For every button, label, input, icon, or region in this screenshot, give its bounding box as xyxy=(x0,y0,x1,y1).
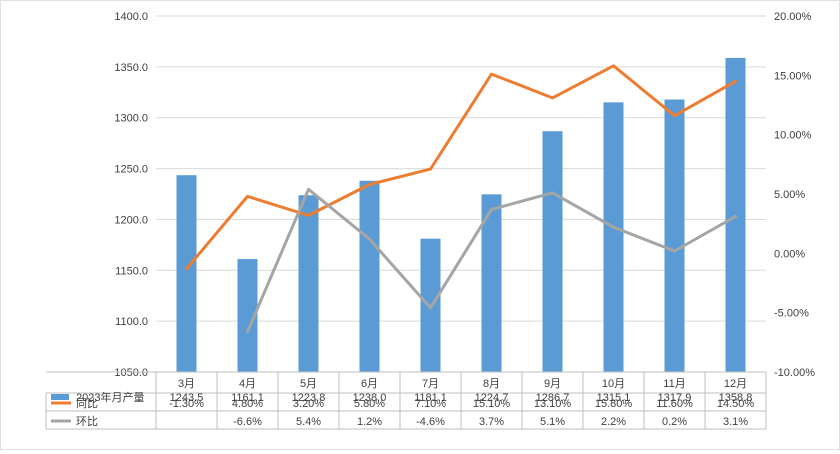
x-tick-label: 9月 xyxy=(544,378,561,390)
legend-label: 环比 xyxy=(76,415,98,428)
table-cell: 15.10% xyxy=(473,398,511,410)
y-tick-label: 1350.0 xyxy=(114,62,148,74)
bar-11月 xyxy=(665,100,685,372)
table-cell: 11.60% xyxy=(656,398,693,410)
yoy-series-line xyxy=(187,66,736,269)
y-tick-label: 1050.0 xyxy=(114,367,148,379)
x-tick-label: 5月 xyxy=(300,378,317,390)
table-cell: -1.30% xyxy=(169,398,204,410)
table-cell: 5.80% xyxy=(354,398,385,410)
table-cell: 0.2% xyxy=(662,416,687,428)
table-cell: -4.6% xyxy=(416,416,445,428)
x-tick-label: 11月 xyxy=(663,378,685,390)
table-cell: 3.1% xyxy=(723,416,748,428)
x-tick-label: 12月 xyxy=(724,378,747,390)
bar-3月 xyxy=(177,175,197,372)
y-tick-label: 1100.0 xyxy=(115,316,148,328)
y-tick-label: 1300.0 xyxy=(114,113,148,125)
y-tick-label: 1150.0 xyxy=(115,265,148,277)
x-tick-label: 6月 xyxy=(361,378,378,390)
bar-6月 xyxy=(360,181,380,372)
y-tick-label: 1400.0 xyxy=(114,11,148,23)
table-cell: 5.1% xyxy=(540,416,565,428)
table-cell: 4.80% xyxy=(232,398,263,410)
table-cell: 14.50% xyxy=(717,398,755,410)
table-cell: 2.2% xyxy=(601,416,626,428)
table-cell: 5.4% xyxy=(296,416,321,428)
legend-label: 同比 xyxy=(76,397,98,410)
table-cell: 1.2% xyxy=(357,416,382,428)
y2-tick-label: 20.00% xyxy=(774,11,812,23)
y-tick-label: 1250.0 xyxy=(114,164,148,176)
y-tick-label: 1200.0 xyxy=(114,214,148,226)
x-tick-label: 8月 xyxy=(483,378,500,390)
y2-tick-label: -5.00% xyxy=(774,308,809,320)
x-tick-label: 4月 xyxy=(239,378,256,390)
x-tick-label: 10月 xyxy=(602,378,625,390)
y2-tick-label: 5.00% xyxy=(774,189,805,201)
table-cell: 3.20% xyxy=(293,398,324,410)
x-tick-label: 3月 xyxy=(178,378,195,390)
x-tick-label: 7月 xyxy=(422,378,439,390)
table-cell: -6.6% xyxy=(233,416,262,428)
table-cell: 7.10% xyxy=(415,398,446,410)
table-cell: 15.80% xyxy=(595,398,633,410)
y2-tick-label: 0.00% xyxy=(774,248,805,260)
bar-12月 xyxy=(726,58,746,372)
table-cell: 3.7% xyxy=(479,416,504,428)
legend-key-bar xyxy=(51,394,69,400)
bar-10月 xyxy=(604,102,624,372)
bar-5月 xyxy=(299,195,319,372)
y2-tick-label: 15.00% xyxy=(774,70,812,82)
y2-tick-label: 10.00% xyxy=(774,130,812,142)
y2-tick-label: -10.00% xyxy=(774,367,815,379)
bar-9月 xyxy=(543,131,563,372)
table-cell: 13.10% xyxy=(534,398,572,410)
